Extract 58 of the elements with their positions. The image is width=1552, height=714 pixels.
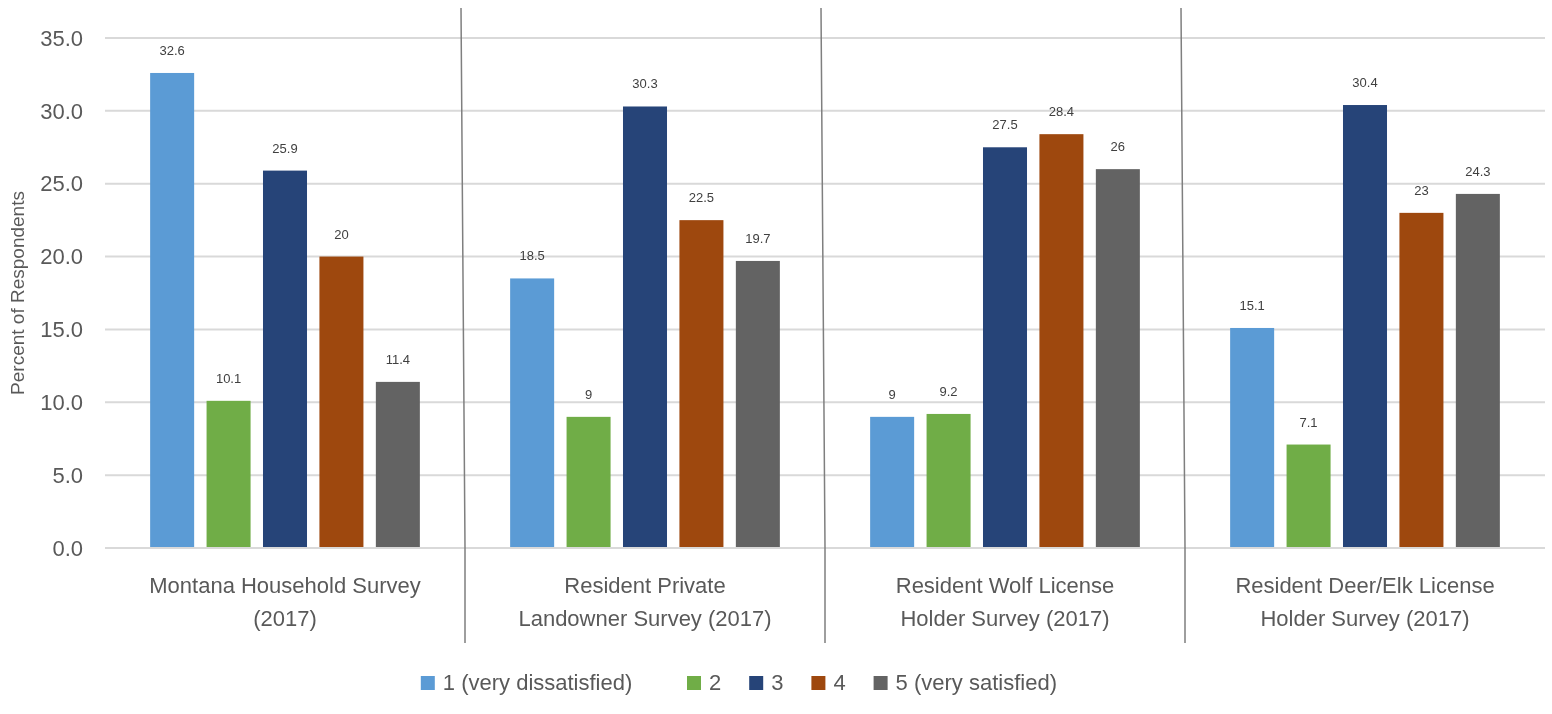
data-label: 20 [334,226,349,242]
bar [1286,444,1331,548]
y-tick-label: 15.0 [40,317,83,343]
bar [375,381,420,548]
data-label: 9 [888,386,896,402]
data-label: 11.4 [385,351,411,367]
y-tick-label: 5.0 [52,462,83,488]
data-label: 25.9 [272,140,298,156]
data-label: 30.4 [1352,75,1378,91]
y-tick-label: 25.0 [40,171,83,197]
y-tick-label: 20.0 [40,244,83,270]
data-label: 9.2 [939,383,958,399]
data-label: 32.6 [159,42,185,58]
bar [622,106,668,548]
data-label: 7.1 [1299,414,1318,430]
bar [206,400,251,548]
data-label: 23 [1414,182,1429,198]
data-label: 18.5 [519,248,545,264]
bar [926,413,971,548]
legend-label: 1 (very dissatisfied) [442,670,633,695]
data-label: 27.5 [992,117,1018,133]
data-label: 22.5 [688,190,715,206]
data-label: 9 [584,386,593,402]
bar [735,260,780,548]
data-label: 19.7 [745,230,771,246]
y-tick-label: 35.0 [40,25,83,51]
bar [566,416,611,548]
bar [982,147,1028,548]
y-tick-label: 0.0 [52,535,83,561]
bar [1399,212,1444,548]
bar [1039,134,1084,548]
y-tick-label: 10.0 [40,389,83,415]
data-label: 10.1 [215,370,242,386]
data-label: 28.4 [1048,104,1075,120]
legend-label: 5 (very satisfied) [895,670,1057,695]
bar [1230,327,1275,548]
legend-label: 4 [833,670,846,695]
bar [510,278,555,548]
x-tick-label: Montana Household Survey (2017) [149,573,421,631]
x-tick-label: Resident Deer/Elk License Holder Survey (2017) [1235,573,1495,631]
bar [870,416,915,548]
data-label: 24.3 [1465,163,1491,179]
x-tick-label: Resident Wolf License Holder Survey (2017) [895,573,1115,631]
bar [679,220,724,548]
y-axis-title: Percent of Respondents [7,191,28,395]
x-tick-label: Resident Private Landowner Survey (2017) [518,573,772,631]
data-label: 15.1 [1239,297,1265,313]
data-label: 26 [1110,139,1126,155]
bar [1095,169,1140,548]
legend-label: 3 [771,670,784,695]
bar [262,170,308,548]
bar [319,256,364,548]
legend-label: 2 [709,670,722,695]
bar [1342,105,1387,548]
data-label: 30.3 [632,76,658,92]
y-tick-label: 30.0 [40,98,83,124]
bar [1455,193,1500,548]
bar [150,72,195,548]
